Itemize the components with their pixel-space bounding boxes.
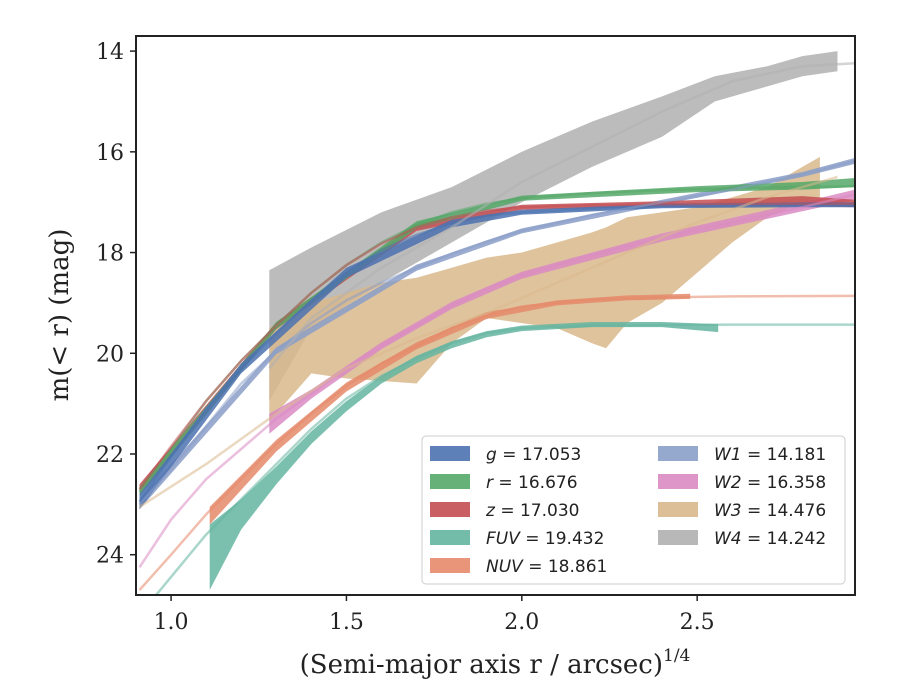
- x-tick-label: 1.0: [154, 610, 189, 635]
- legend-swatch-z: [430, 502, 470, 517]
- legend-label-nuv: NUV = 18.861: [486, 557, 607, 577]
- y-tick-label: 14: [96, 40, 124, 65]
- legend-swatch-w1: [658, 446, 698, 461]
- legend-swatch-w3: [658, 502, 698, 517]
- legend-swatch-g: [430, 446, 470, 461]
- legend-swatch-w2: [658, 474, 698, 489]
- line-nuv: [138, 294, 855, 591]
- legend-label-w4: W4 = 14.242: [714, 529, 826, 549]
- band-w4: [269, 51, 838, 402]
- legend-label-g: g = 17.053: [486, 445, 581, 465]
- x-tick-label: 1.5: [329, 610, 364, 635]
- line-w2: [138, 193, 855, 568]
- legend: g = 17.053 r = 16.676 z = 17.030 FUV = 19.4…: [421, 435, 846, 585]
- y-tick-label: 24: [96, 544, 124, 569]
- legend-label-fuv: FUV = 19.432: [486, 529, 604, 549]
- line-fuv: [154, 323, 855, 595]
- y-tick-label: 18: [96, 242, 124, 267]
- y-tick-label: 16: [96, 141, 124, 166]
- legend-label-r: r = 16.676: [486, 473, 578, 493]
- series-lines: [138, 61, 855, 595]
- x-tick-label: 2.0: [504, 610, 539, 635]
- y-tick-label: 20: [96, 342, 124, 367]
- x-axis-label: (Semi-major axis r / arcsec)1/4: [300, 646, 691, 680]
- line-z: [138, 202, 855, 490]
- legend-label-w2: W2 = 16.358: [714, 473, 826, 493]
- line-g: [138, 203, 855, 503]
- legend-label-w3: W3 = 14.476: [714, 501, 826, 521]
- plot-frame: [135, 35, 856, 596]
- legend-box: [421, 435, 846, 585]
- legend-swatch-r: [430, 474, 470, 489]
- y-axis-label: m(< r) (mag): [45, 229, 75, 402]
- legend-swatch-w4: [658, 530, 698, 545]
- y-axis-ticks: 14 16 18 20 22 24: [96, 40, 136, 569]
- line-w1: [138, 159, 855, 506]
- legend-swatch-fuv: [430, 530, 470, 545]
- x-tick-label: 2.5: [680, 610, 715, 635]
- line-w3: [138, 175, 838, 508]
- legend-label-w1: W1 = 14.181: [714, 445, 826, 465]
- x-axis-ticks: 1.0 1.5 2.0 2.5: [154, 595, 715, 635]
- y-tick-label: 22: [96, 443, 124, 468]
- legend-swatch-nuv: [430, 558, 470, 573]
- line-w4: [268, 61, 855, 370]
- legend-label-z: z = 17.030: [485, 501, 579, 521]
